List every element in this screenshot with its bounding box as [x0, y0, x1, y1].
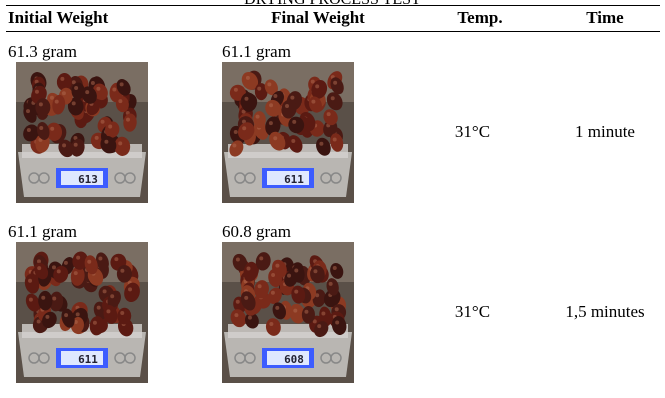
scale-display: 608 — [284, 353, 304, 366]
cell-text: 1,5 minutes — [545, 302, 665, 322]
cell-text: 61.1 gram — [8, 222, 77, 242]
rule — [6, 31, 660, 32]
photo: 611 — [222, 62, 354, 203]
header-cell: Initial Weight — [8, 8, 108, 28]
header-cell: Temp. — [425, 8, 535, 28]
cell-text: 61.1 gram — [222, 42, 291, 62]
header-cell: Time — [545, 8, 665, 28]
rule — [6, 5, 660, 6]
scale-display: 613 — [78, 173, 98, 186]
page: DRYING PROCESS TEST Initial Weight Final… — [0, 0, 665, 398]
cell-text: 1 minute — [545, 122, 665, 142]
photo: 611 — [16, 242, 148, 383]
cell-text: 60.8 gram — [222, 222, 291, 242]
photo: 608 — [222, 242, 354, 383]
cell-text: 31°C — [425, 302, 520, 322]
photo: 613 — [16, 62, 148, 203]
scale-display: 611 — [78, 353, 98, 366]
cell-text: 61.3 gram — [8, 42, 77, 62]
scale-display: 611 — [284, 173, 304, 186]
header-cell: Final Weight — [218, 8, 418, 28]
cell-text: 31°C — [425, 122, 520, 142]
